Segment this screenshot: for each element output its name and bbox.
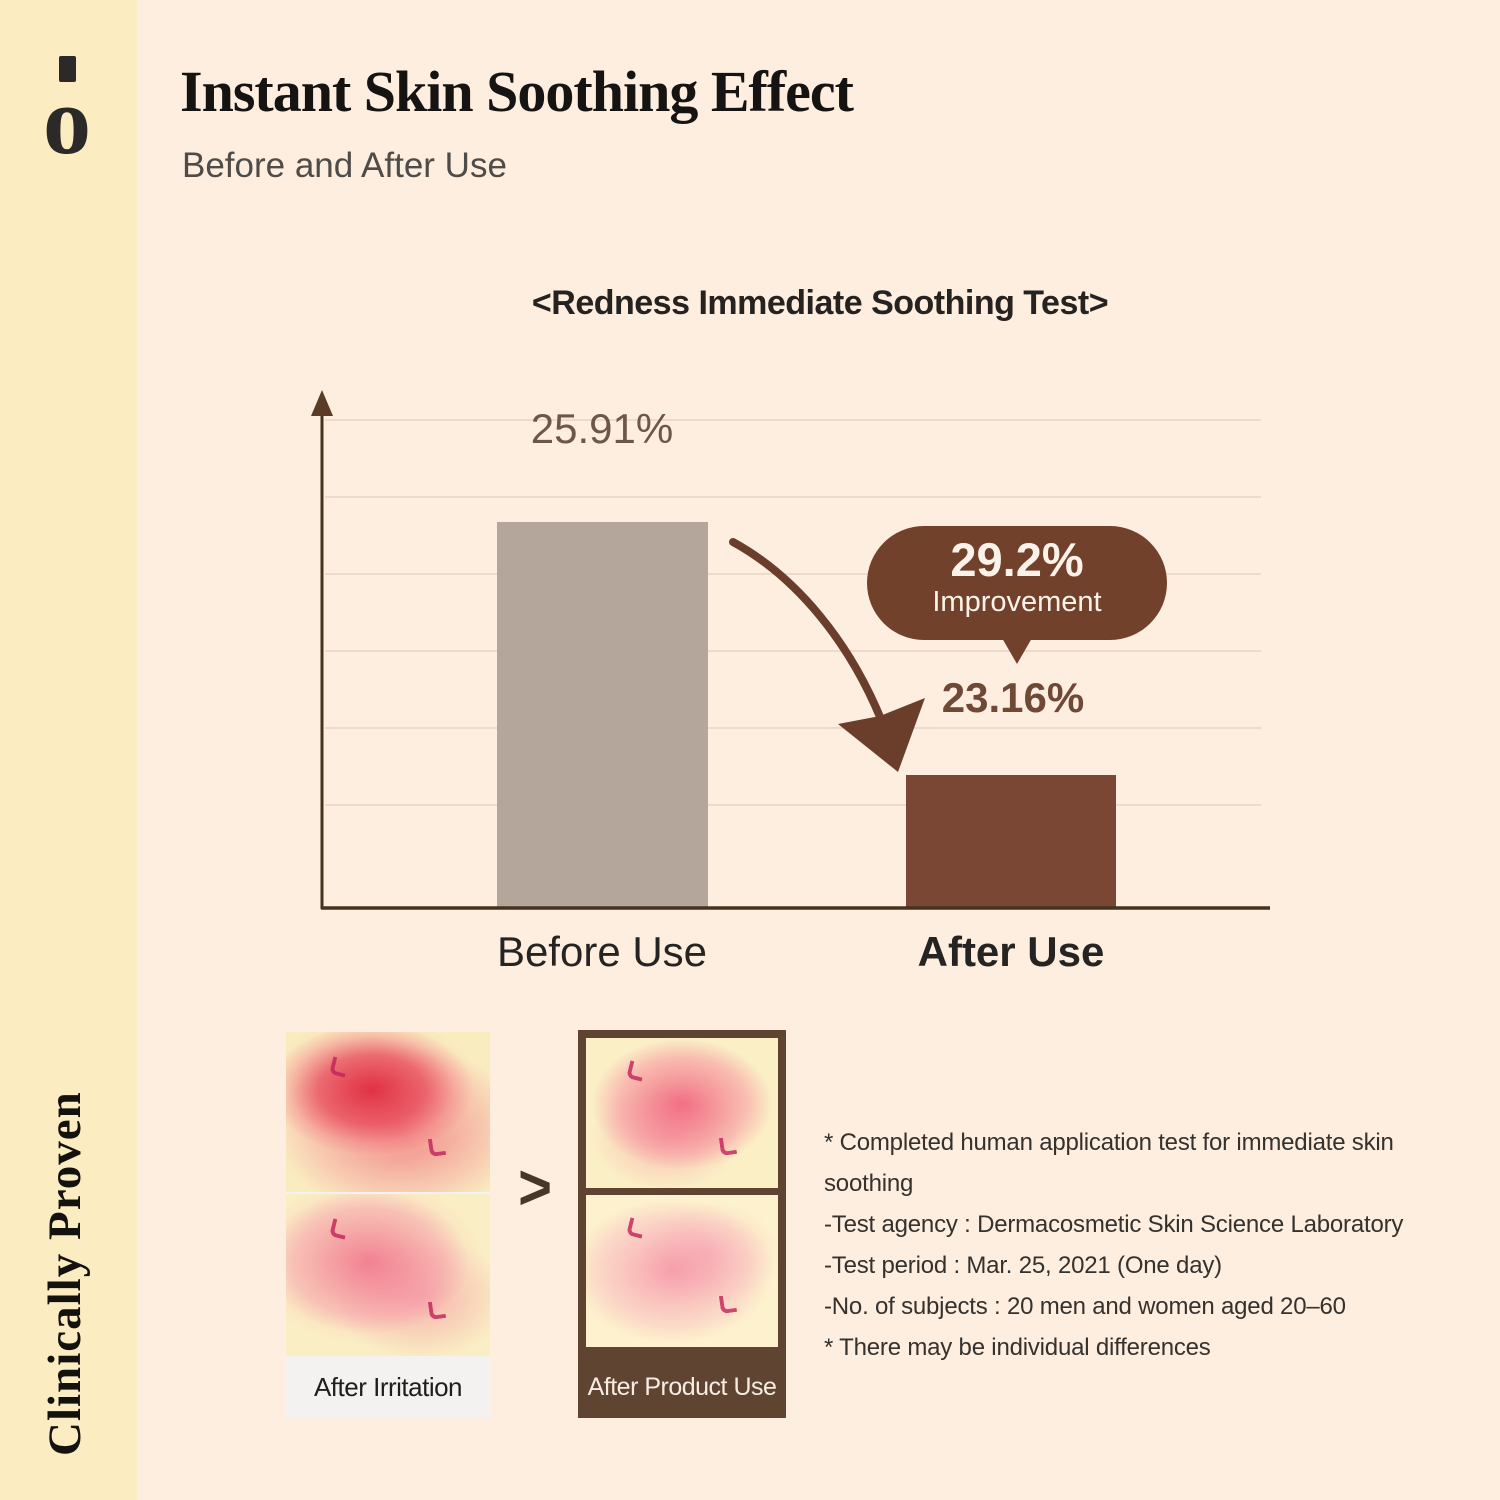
improvement-arrowhead-icon [838, 698, 925, 772]
note-line: -No. of subjects : 20 men and women aged… [824, 1293, 1346, 1320]
bar-after-use [906, 775, 1116, 908]
note-line: * Completed human application test for i… [824, 1129, 1394, 1197]
chart-title: <Redness Immediate Soothing Test> [531, 284, 1109, 322]
improvement-arrow-curve [729, 538, 890, 736]
vertical-claim-text: Clinically Proven [39, 1091, 91, 1456]
note-line: -Test period : Mar. 25, 2021 (One day) [824, 1252, 1222, 1279]
note-line: -Test agency : Dermacosmetic Skin Scienc… [824, 1211, 1404, 1238]
note-line: * There may be individual differences [824, 1334, 1211, 1361]
test-notes: * Completed human application test for i… [824, 1122, 1484, 1368]
speech-bubble-tail [1002, 638, 1032, 664]
improvement-value: 29.2% [950, 533, 1084, 586]
improvement-badge: 29.2% Improvement [867, 526, 1167, 664]
left-accent-strip [0, 0, 137, 1500]
improvement-label: Improvement [932, 586, 1102, 618]
panel-label-after-irritation: After Irritation [286, 1356, 490, 1418]
greater-than-icon: > [518, 1151, 552, 1224]
skin-photo-irritation-bottom [286, 1194, 490, 1356]
category-label-after-use: After Use [917, 928, 1105, 975]
chart-axes [320, 400, 1270, 910]
y-axis-arrowhead-icon [311, 390, 333, 416]
page-title: Instant Skin Soothing Effect [180, 59, 854, 124]
logo-dot-icon [58, 56, 76, 82]
skin-photo-irritation-top [286, 1032, 490, 1192]
category-label-before-use: Before Use [496, 928, 708, 975]
bar-before-use [497, 522, 708, 908]
brand-logo: o [30, 56, 104, 174]
chart-gridlines [325, 419, 1261, 806]
skin-photo-product-bottom [586, 1195, 778, 1347]
panel-after-product-use: After Product Use [578, 1030, 786, 1418]
panel-label-after-product-use: After Product Use [587, 1372, 777, 1401]
bar-chart [311, 390, 1270, 910]
panel-after-irritation: After Irritation [286, 1032, 490, 1418]
skin-photo-product-top [586, 1038, 778, 1188]
page-subtitle: Before and After Use [182, 146, 507, 185]
logo-letter: o [43, 67, 91, 174]
value-label-before: 25.91% [530, 405, 674, 452]
value-label-after: 23.16% [941, 674, 1085, 721]
